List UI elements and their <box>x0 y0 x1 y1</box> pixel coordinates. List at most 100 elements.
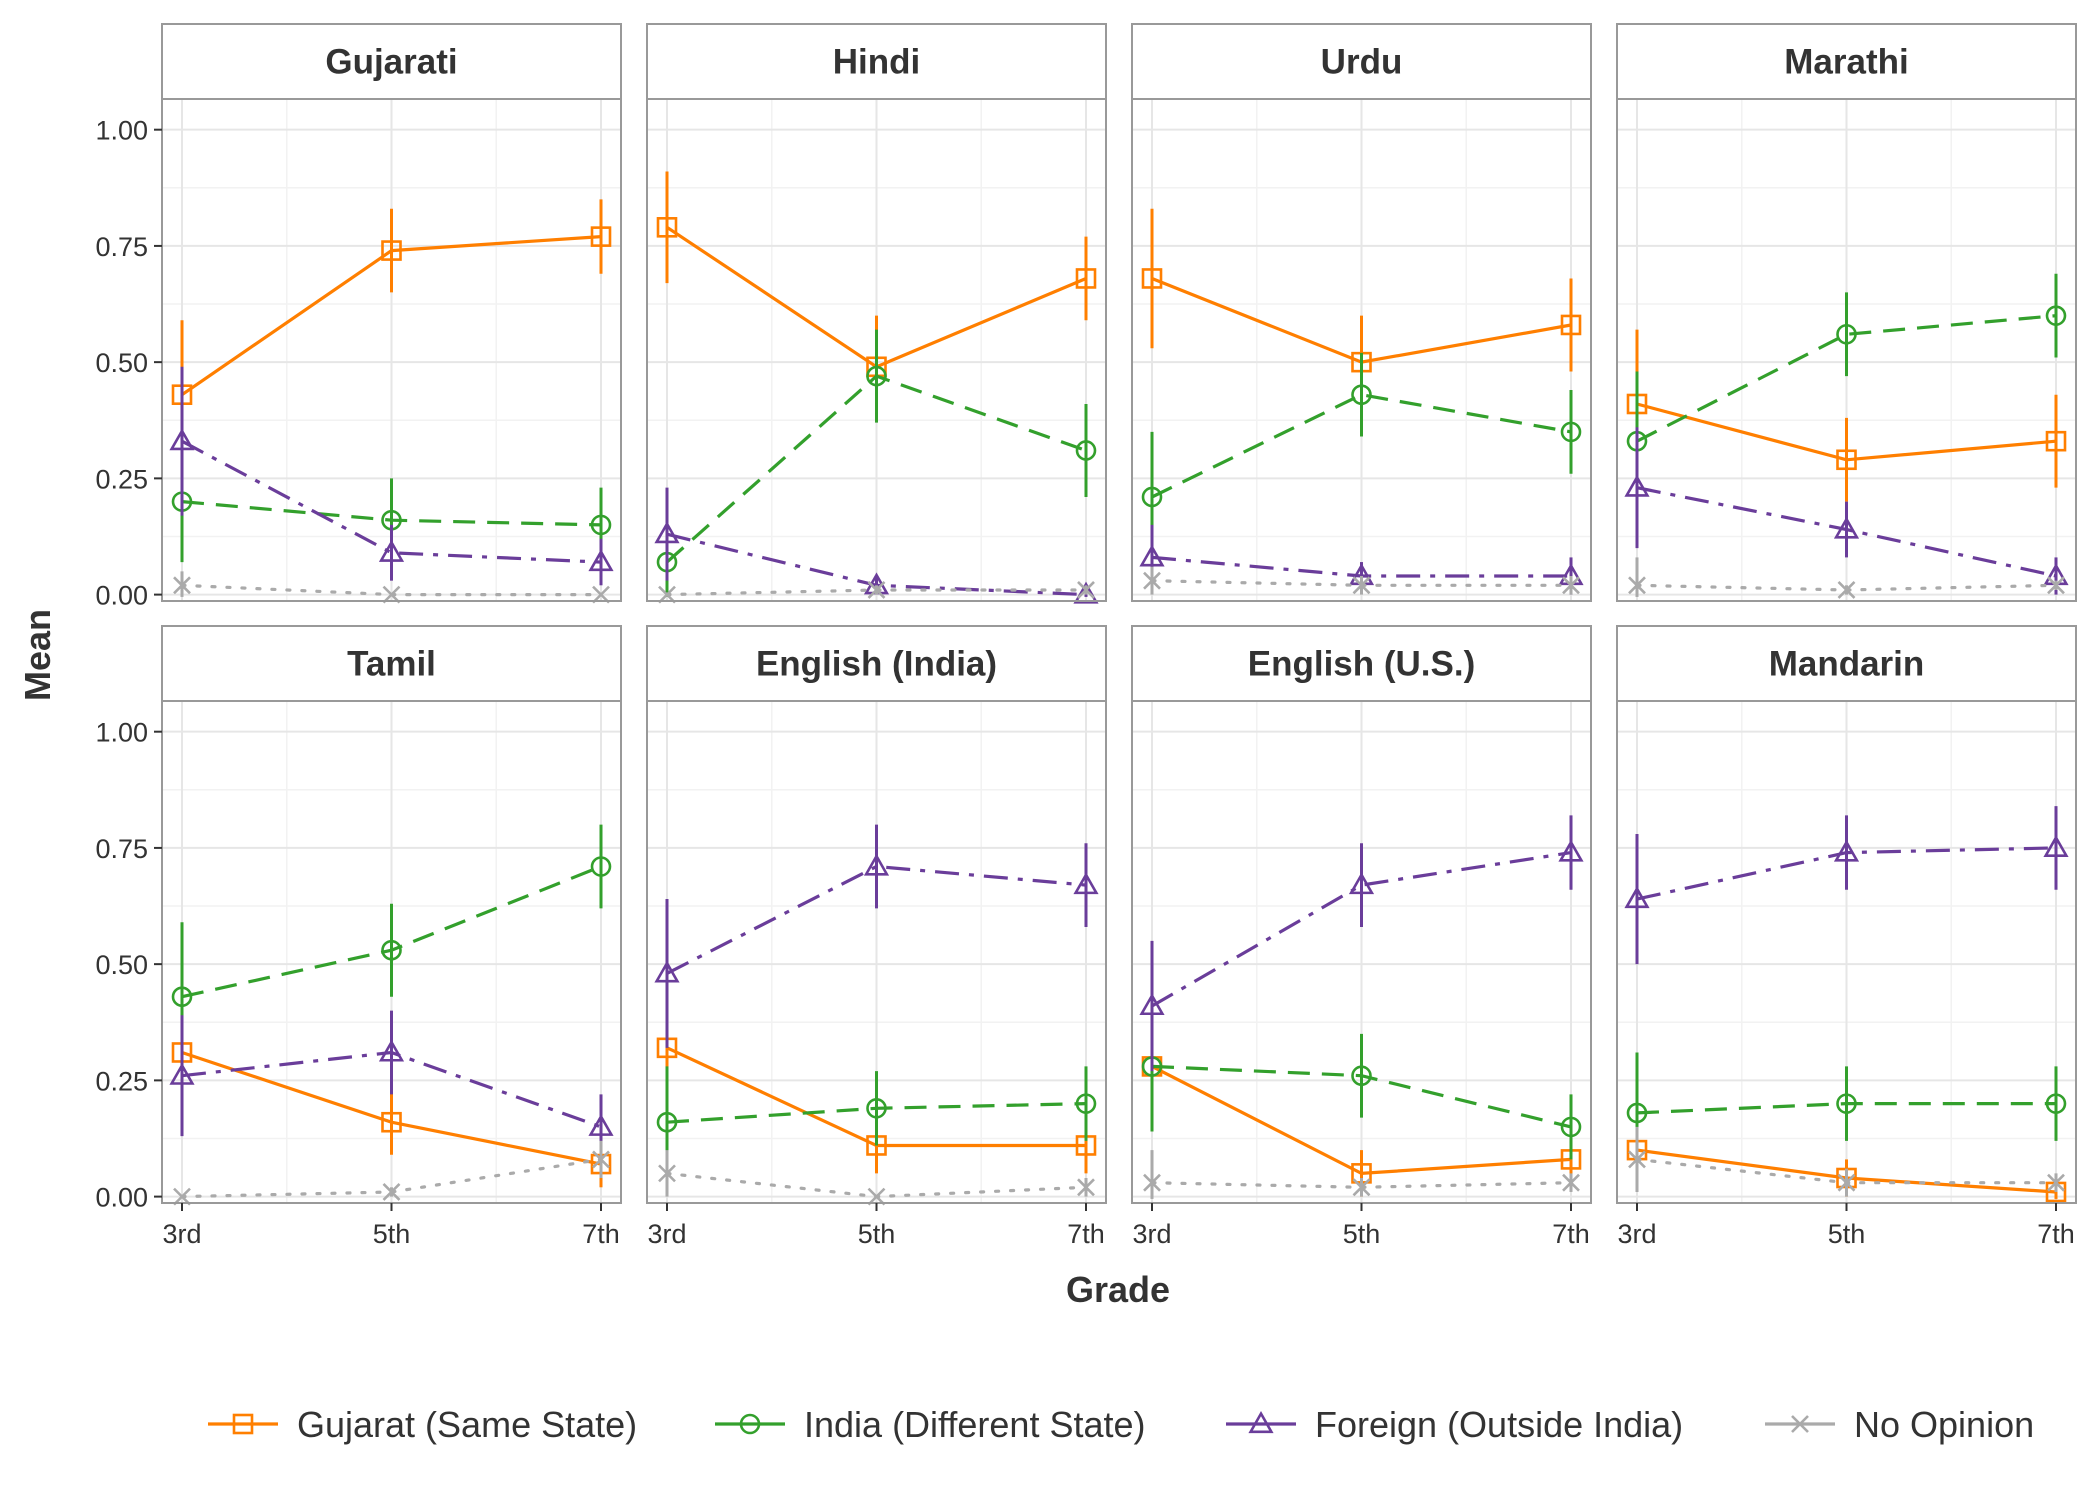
legend-key-marker <box>1791 1415 1809 1433</box>
y-tick-label: 0.50 <box>95 950 148 980</box>
facet-strip <box>1616 23 2077 100</box>
data-point <box>590 856 612 877</box>
data-point <box>1626 1102 1648 1124</box>
series-line <box>1151 1064 1572 1176</box>
facet-panel-hindi: Hindi <box>646 23 1107 604</box>
facet-panel-marathi: Marathi <box>1616 23 2077 602</box>
y-tick-label: 1.00 <box>95 116 148 146</box>
data-point <box>1075 440 1097 461</box>
data-point <box>590 226 612 247</box>
panel-border <box>161 98 622 602</box>
legend-label: Gujarat (Same State) <box>297 1404 637 1445</box>
data-point <box>1836 323 1857 345</box>
series-line <box>181 500 602 527</box>
facet-panels: Gujarati Hindi Urdu Marathi Tamil English (In… <box>161 23 2077 1206</box>
data-point <box>1141 268 1163 289</box>
facet-strip-label: Mandarin <box>1769 645 1925 684</box>
data-point <box>1833 516 1860 539</box>
series-line <box>181 1050 602 1166</box>
data-point <box>2045 1093 2067 1114</box>
data-point <box>2047 1173 2065 1192</box>
facet-strip-label: Urdu <box>1321 43 1403 82</box>
series-line <box>1151 555 1571 578</box>
x-tick-label: 7th <box>2037 1219 2075 1249</box>
data-point <box>863 853 890 876</box>
panel-border <box>1131 98 1592 602</box>
series-line <box>1636 402 2057 462</box>
data-point <box>1558 839 1584 862</box>
data-point <box>2045 430 2067 452</box>
data-point <box>654 960 680 983</box>
data-point <box>588 549 614 572</box>
data-point <box>2045 305 2067 326</box>
data-point <box>1351 1065 1372 1087</box>
data-point <box>1836 1093 1857 1114</box>
data-point <box>1833 839 1860 862</box>
x-tick-label: 3rd <box>1132 1219 1171 1249</box>
facet-strip-label: English (U.S.) <box>1248 645 1476 684</box>
x-tick-label: 5th <box>1828 1219 1866 1249</box>
x-tick-label: 3rd <box>162 1219 201 1249</box>
facet-strip <box>646 625 1107 702</box>
data-point <box>1624 474 1650 497</box>
y-tick-label: 0.00 <box>95 1183 148 1213</box>
facet-strip <box>1131 625 1592 702</box>
data-point <box>866 1097 887 1119</box>
facet-panel-english-u-s: English (U.S.) <box>1131 625 1592 1204</box>
series-line <box>1636 486 2057 578</box>
series-line <box>666 532 1087 597</box>
data-point <box>1139 544 1165 567</box>
x-axis-title: Grade <box>1066 1269 1170 1310</box>
y-tick-label: 0.25 <box>95 1066 148 1096</box>
data-point <box>867 581 886 599</box>
x-tick-label: 5th <box>373 1219 411 1249</box>
panel-border <box>1616 98 2077 602</box>
data-point <box>1836 449 1857 471</box>
x-tick-label: 3rd <box>1617 1219 1656 1249</box>
data-point <box>1075 1093 1097 1114</box>
x-tick-label: 7th <box>1067 1219 1105 1249</box>
facet-panel-english-india: English (India) <box>646 625 1107 1206</box>
data-point <box>1143 571 1161 590</box>
series-line <box>1151 393 1572 499</box>
legend-item-foreign-outside-india: Foreign (Outside India) <box>1226 1404 1683 1445</box>
series-foreign-outside-india <box>1139 815 1584 1072</box>
data-point <box>654 521 680 544</box>
data-point <box>1560 421 1582 443</box>
data-point <box>1837 1173 1856 1192</box>
data-point <box>658 585 676 604</box>
data-point <box>169 1062 195 1085</box>
series-line <box>1636 314 2057 443</box>
legend-label: India (Different State) <box>804 1404 1146 1445</box>
data-point <box>1628 576 1646 595</box>
data-point <box>378 1039 405 1062</box>
facet-strip-label: Gujarati <box>325 43 457 82</box>
data-point <box>173 1187 191 1206</box>
series-no-opinion <box>1143 1150 1580 1199</box>
facet-panel-urdu: Urdu <box>1131 23 1592 602</box>
data-point <box>1075 268 1097 289</box>
series-line <box>666 1102 1087 1124</box>
facet-strip <box>161 23 622 100</box>
data-point <box>592 585 610 604</box>
series-no-opinion <box>1143 566 1580 595</box>
series-line <box>181 235 602 397</box>
data-point <box>382 585 401 604</box>
data-point <box>171 986 193 1007</box>
legend-key-marker <box>232 1413 254 1435</box>
x-tick-label: 3rd <box>647 1219 686 1249</box>
facet-strip <box>161 625 622 702</box>
legend-key-marker <box>739 1413 761 1435</box>
series-line <box>1636 846 2057 901</box>
data-point <box>2043 834 2069 857</box>
data-point <box>1143 1173 1161 1192</box>
series-no-opinion <box>658 1150 1095 1206</box>
legend-item-gujarat-same-state: Gujarat (Same State) <box>208 1404 637 1445</box>
series-no-opinion <box>173 571 610 604</box>
y-tick-label: 0.25 <box>95 464 148 494</box>
data-point <box>588 1113 614 1136</box>
y-tick-label: 0.75 <box>95 232 148 262</box>
panel-border <box>646 98 1107 602</box>
series-line <box>666 1046 1086 1148</box>
